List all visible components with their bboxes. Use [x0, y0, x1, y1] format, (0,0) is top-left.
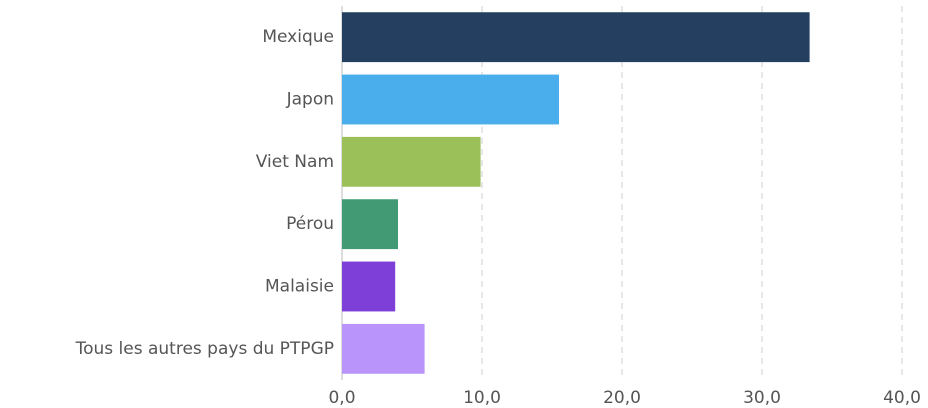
x-tick-label: 0,0 [328, 388, 355, 408]
bar [342, 323, 425, 374]
bar [342, 136, 481, 187]
y-tick-label: Viet Nam [256, 152, 334, 172]
bar [342, 199, 398, 250]
y-tick-label: Pérou [286, 214, 334, 234]
bar [342, 74, 559, 125]
y-tick-label: Japon [286, 90, 334, 110]
y-tick-label: Tous les autres pays du PTPGP [75, 339, 334, 359]
x-tick-label: 10,0 [463, 388, 501, 408]
bar [342, 261, 396, 312]
x-tick-label: 40,0 [883, 388, 921, 408]
y-tick-label: Malaisie [265, 277, 334, 297]
bar [342, 12, 810, 63]
x-tick-label: 20,0 [603, 388, 641, 408]
y-tick-label: Mexique [262, 27, 334, 47]
x-tick-label: 30,0 [743, 388, 781, 408]
